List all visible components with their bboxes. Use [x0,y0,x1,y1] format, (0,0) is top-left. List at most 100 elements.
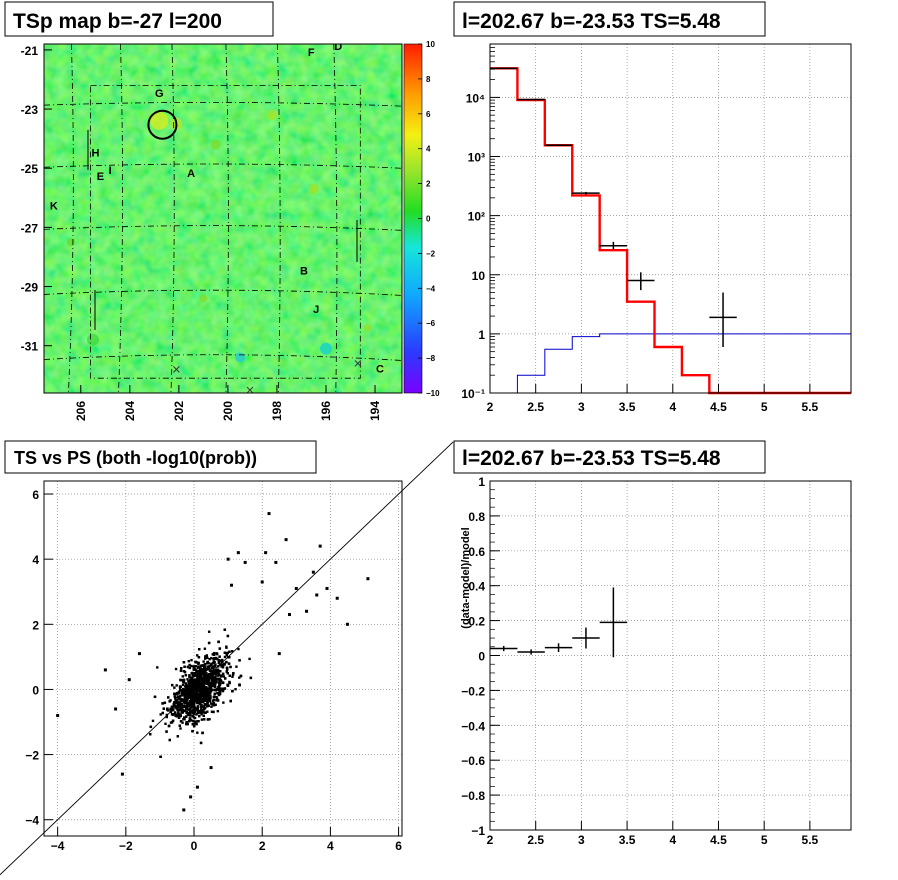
scatter-point [195,681,198,685]
scatter-point [208,682,211,685]
scatter-point [185,683,188,686]
scatter-point [177,701,181,705]
scatter-point [114,707,118,711]
scatter-point [218,674,221,677]
scatter-point [216,699,220,702]
scatter-point [210,675,214,678]
scatter-point [199,671,203,675]
scatter-point [182,678,186,682]
residual-y-tick-label: 0.8 [468,510,485,524]
scatter-point [200,685,204,688]
scatter-point [205,656,209,659]
scatter-point [222,688,225,691]
scatter-point [210,710,214,713]
scatter-point [193,674,196,678]
map-y-tick-label: -21 [21,44,39,58]
scatter-point [216,691,219,695]
scatter-point [192,667,196,670]
scatter-point [196,688,199,691]
scatter-point [230,583,234,587]
scatter-point [213,688,216,692]
scatter-point [218,647,222,650]
scatter-point [174,697,177,700]
scatter-point [207,693,211,696]
scatter-point [164,722,167,726]
scatter-point [202,671,206,674]
scatter-point [185,697,188,700]
scatter-point [183,665,186,668]
scatter-point [189,719,193,722]
scatter-point [211,666,215,670]
scatter-point [212,695,216,699]
scatter-point [243,560,247,564]
scatter-point [174,667,178,671]
scatter-point [192,665,196,668]
map-source-label: I [109,165,112,177]
scatter-point [222,675,226,678]
scatter-point [215,698,218,702]
scatter-point [193,694,196,698]
scatter-point [183,685,187,688]
scatter-point [198,689,202,692]
scatter-point [284,538,288,542]
scatter-point [198,690,202,693]
scatter-title: TS vs PS (both -log10(prob)) [14,448,257,468]
map-source-label: D [334,41,342,53]
scatter-point [217,659,221,662]
scatter-point [221,672,225,676]
scatter-point [204,699,208,703]
map-y-tick-label: -31 [21,340,39,354]
scatter-point [209,694,212,698]
scatter-point [192,716,196,719]
scatter-point [191,692,195,696]
scatter-point [193,688,196,691]
scatter-point [177,690,181,694]
scatter-point [238,676,241,679]
scatter-point [201,668,204,672]
scatter-point [190,658,193,662]
scatter-point [185,699,188,702]
residual-title-box [453,440,766,474]
scatter-x-tick-label: 2 [259,839,266,853]
scatter-point [237,647,240,651]
scatter-point [162,707,165,710]
scatter-point [174,698,178,701]
scatter-point [202,700,205,704]
scatter-point [210,662,213,666]
scatter-point [182,705,185,708]
scatter-point [294,586,298,590]
scatter-point [219,688,222,691]
scatter-point [180,698,183,701]
scatter-point [198,679,201,682]
scatter-point [264,551,268,555]
scatter-point [200,718,204,721]
residual-x-tick-label: 2 [487,833,494,847]
scatter-point [195,692,198,695]
scatter-point [195,713,198,716]
scatter-point [188,663,191,667]
scatter-point [182,661,186,664]
scatter-point [201,710,204,714]
scatter-point [231,675,234,678]
map-y-tick-label: -23 [21,103,39,117]
map-longitude-line [170,44,175,393]
scatter-point [177,696,181,699]
scatter-point [208,669,212,672]
map-title: TSp map b=-27 l=200 [13,10,222,33]
scatter-point [203,647,207,650]
scatter-point [172,708,175,712]
scatter-point [191,681,195,684]
scatter-point [212,698,215,702]
scatter-point [220,674,223,677]
residual-y-tick-label: −0.4 [461,719,485,733]
scatter-point [206,695,210,698]
scatter-point [182,690,185,693]
scatter-point [212,660,215,664]
map-x-tick-label: 196 [319,401,333,421]
scatter-point [188,683,191,687]
scatter-point [179,669,183,673]
scatter-point [202,684,206,688]
scatter-point [211,672,214,675]
scatter-point [197,665,200,669]
scatter-point [176,692,180,695]
